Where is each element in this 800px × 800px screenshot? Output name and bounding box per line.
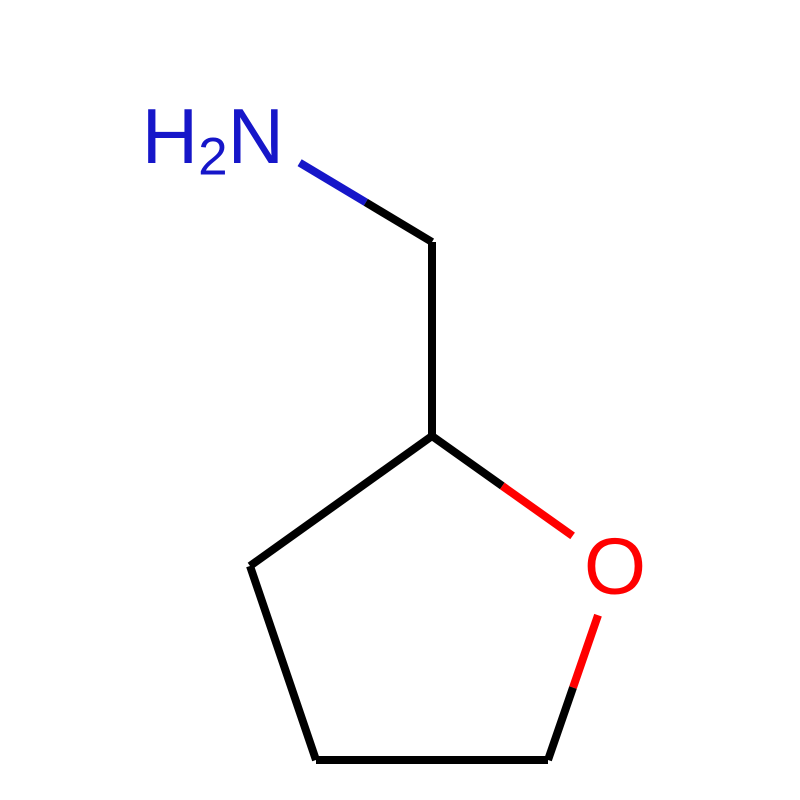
bond-C5-C2 [250, 436, 432, 566]
bond-N-C1-b [366, 202, 432, 242]
molecule-svg: H2N O [0, 0, 800, 800]
atom-label-O: O [584, 522, 646, 611]
bond-C2-O-a [432, 436, 502, 486]
atom-label-N: H2N [142, 92, 284, 186]
bond-C4-C5 [250, 566, 316, 760]
bond-C2-O-b [502, 486, 572, 536]
bond-O-C3-b [548, 688, 573, 760]
bond-N-C1-a [300, 163, 366, 203]
bond-O-C3-a [573, 615, 598, 687]
bonds-group [250, 163, 598, 760]
